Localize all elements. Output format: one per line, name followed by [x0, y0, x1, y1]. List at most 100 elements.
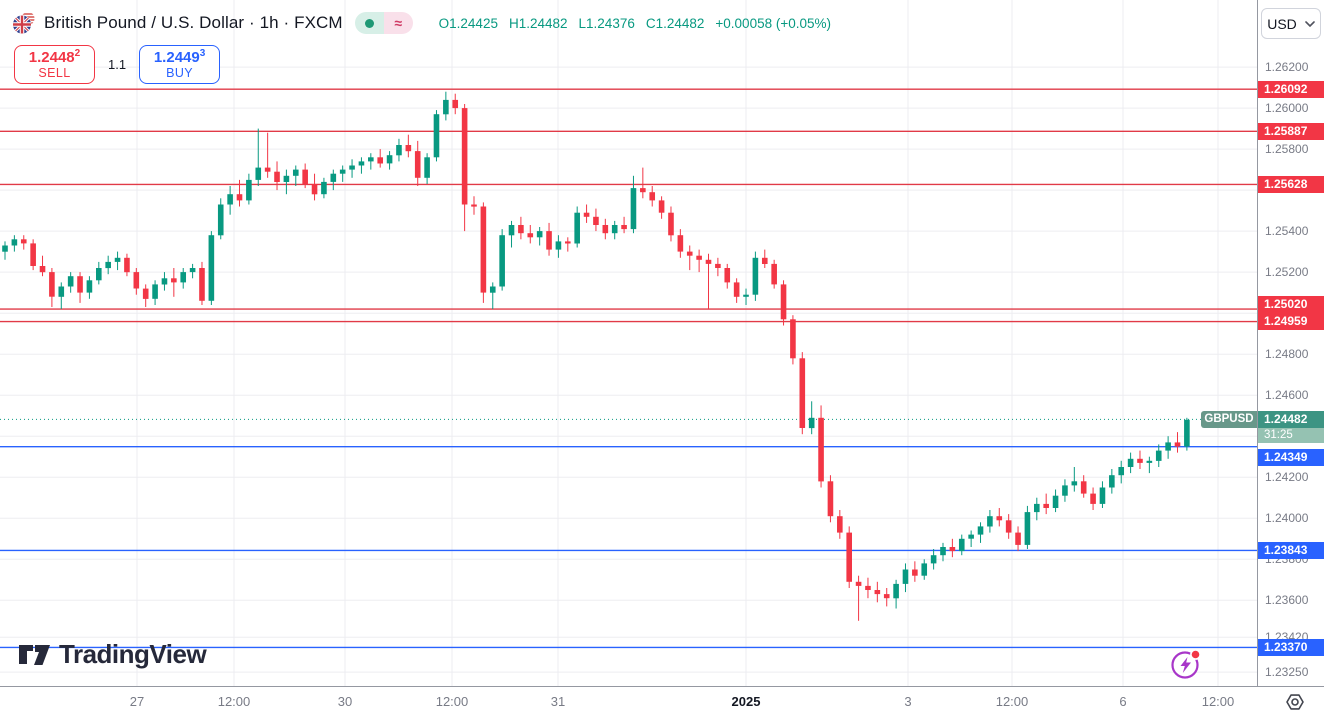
candle-body[interactable]	[733, 282, 740, 297]
candle-body[interactable]	[602, 225, 609, 234]
candle-body[interactable]	[508, 225, 515, 236]
candle-body[interactable]	[227, 194, 233, 205]
candle-body[interactable]	[292, 169, 299, 176]
candle-body[interactable]	[368, 157, 374, 162]
candle-body[interactable]	[217, 204, 224, 236]
candle-body[interactable]	[1174, 442, 1181, 447]
candle-body[interactable]	[1090, 493, 1096, 504]
candle-body[interactable]	[743, 294, 749, 297]
candle-body[interactable]	[1099, 487, 1106, 504]
candle-body[interactable]	[1127, 458, 1134, 467]
candle-body[interactable]	[236, 194, 243, 201]
candle-body[interactable]	[565, 241, 571, 244]
candle-body[interactable]	[20, 239, 27, 244]
candle-body[interactable]	[621, 225, 627, 230]
candle-body[interactable]	[555, 241, 562, 250]
candle-body[interactable]	[1118, 467, 1125, 476]
candle-body[interactable]	[124, 257, 130, 273]
candle-body[interactable]	[1052, 495, 1059, 508]
candle-body[interactable]	[827, 481, 834, 517]
candle-body[interactable]	[452, 99, 459, 109]
candle-body[interactable]	[39, 266, 46, 273]
candle-body[interactable]	[152, 284, 158, 299]
candle-body[interactable]	[837, 516, 843, 533]
candle-body[interactable]	[968, 534, 974, 539]
candle-body[interactable]	[705, 259, 712, 264]
candle-body[interactable]	[912, 569, 918, 576]
candle-body[interactable]	[583, 212, 590, 217]
candle-body[interactable]	[499, 235, 505, 287]
axis-settings-icon[interactable]	[1283, 690, 1307, 716]
candle-body[interactable]	[724, 268, 731, 283]
candle-body[interactable]	[330, 173, 337, 182]
candle-body[interactable]	[480, 206, 487, 293]
candle-body[interactable]	[593, 216, 599, 225]
candle-body[interactable]	[780, 284, 787, 320]
candle-body[interactable]	[414, 151, 421, 178]
candle-body[interactable]	[246, 179, 252, 201]
candle-body[interactable]	[321, 181, 327, 195]
candle-body[interactable]	[855, 581, 862, 586]
candle-body[interactable]	[640, 188, 646, 193]
candle-body[interactable]	[996, 516, 1003, 521]
candle-body[interactable]	[546, 231, 552, 250]
candle-body[interactable]	[189, 268, 196, 273]
candle-body[interactable]	[865, 585, 871, 590]
candle-body[interactable]	[574, 212, 580, 244]
price-axis[interactable]: USD 1.26200 1.26000 1.25800 1.25400 1.25200 1…	[1257, 0, 1324, 686]
candle-body[interactable]	[114, 257, 121, 262]
symbol-flag-icon[interactable]	[12, 11, 36, 35]
tradingview-watermark[interactable]: TradingView	[18, 639, 207, 670]
candle-body[interactable]	[536, 231, 543, 238]
candle-body[interactable]	[49, 272, 55, 297]
flash-signal-icon[interactable]	[1167, 645, 1205, 688]
candle-body[interactable]	[1024, 512, 1031, 545]
candle-body[interactable]	[1184, 419, 1190, 447]
candle-body[interactable]	[977, 526, 984, 535]
candle-body[interactable]	[264, 167, 271, 172]
candle-body[interactable]	[302, 169, 308, 184]
sell-button[interactable]: 1.24482 SELL	[14, 45, 95, 84]
candle-body[interactable]	[987, 516, 993, 527]
candle-body[interactable]	[96, 268, 102, 281]
candle-body[interactable]	[874, 590, 881, 595]
candle-body[interactable]	[1109, 475, 1115, 488]
candle-body[interactable]	[771, 263, 777, 285]
candle-body[interactable]	[396, 145, 402, 156]
candle-body[interactable]	[808, 417, 815, 429]
candle-body[interactable]	[30, 243, 36, 266]
candle-body[interactable]	[1146, 460, 1153, 463]
candle-body[interactable]	[377, 157, 383, 164]
candle-body[interactable]	[86, 280, 93, 293]
candle-body[interactable]	[142, 288, 149, 299]
candle-body[interactable]	[199, 268, 205, 301]
candle-body[interactable]	[180, 272, 187, 283]
candle-body[interactable]	[405, 145, 412, 152]
currency-dropdown[interactable]: USD	[1261, 8, 1321, 39]
candle-body[interactable]	[799, 358, 806, 428]
candle-body[interactable]	[902, 569, 909, 584]
candle-body[interactable]	[339, 169, 346, 174]
time-axis[interactable]: 27 12:00 30 12:00 31 2025 3 12:00 6 12:00	[0, 686, 1324, 716]
candle-body[interactable]	[930, 555, 937, 564]
candle-body[interactable]	[630, 188, 637, 230]
candle-body[interactable]	[527, 233, 534, 238]
candle-body[interactable]	[846, 532, 852, 582]
candle-body[interactable]	[133, 272, 140, 289]
candle-body[interactable]	[715, 263, 721, 268]
symbol-title[interactable]: British Pound / U.S. Dollar · 1h · FXCM	[44, 13, 343, 32]
candle-body[interactable]	[611, 225, 618, 234]
candle-body[interactable]	[677, 235, 684, 252]
candle-body[interactable]	[171, 278, 177, 283]
candle-body[interactable]	[274, 171, 280, 182]
candle-body[interactable]	[1155, 450, 1162, 461]
candle-body[interactable]	[471, 204, 477, 207]
candle-body[interactable]	[58, 286, 65, 297]
candle-body[interactable]	[77, 276, 83, 293]
candle-body[interactable]	[461, 108, 468, 205]
candle-body[interactable]	[489, 286, 496, 293]
candle-body[interactable]	[443, 99, 449, 115]
candle-body[interactable]	[1062, 485, 1068, 496]
candle-body[interactable]	[696, 255, 702, 260]
candlestick-chart[interactable]	[0, 0, 1257, 686]
